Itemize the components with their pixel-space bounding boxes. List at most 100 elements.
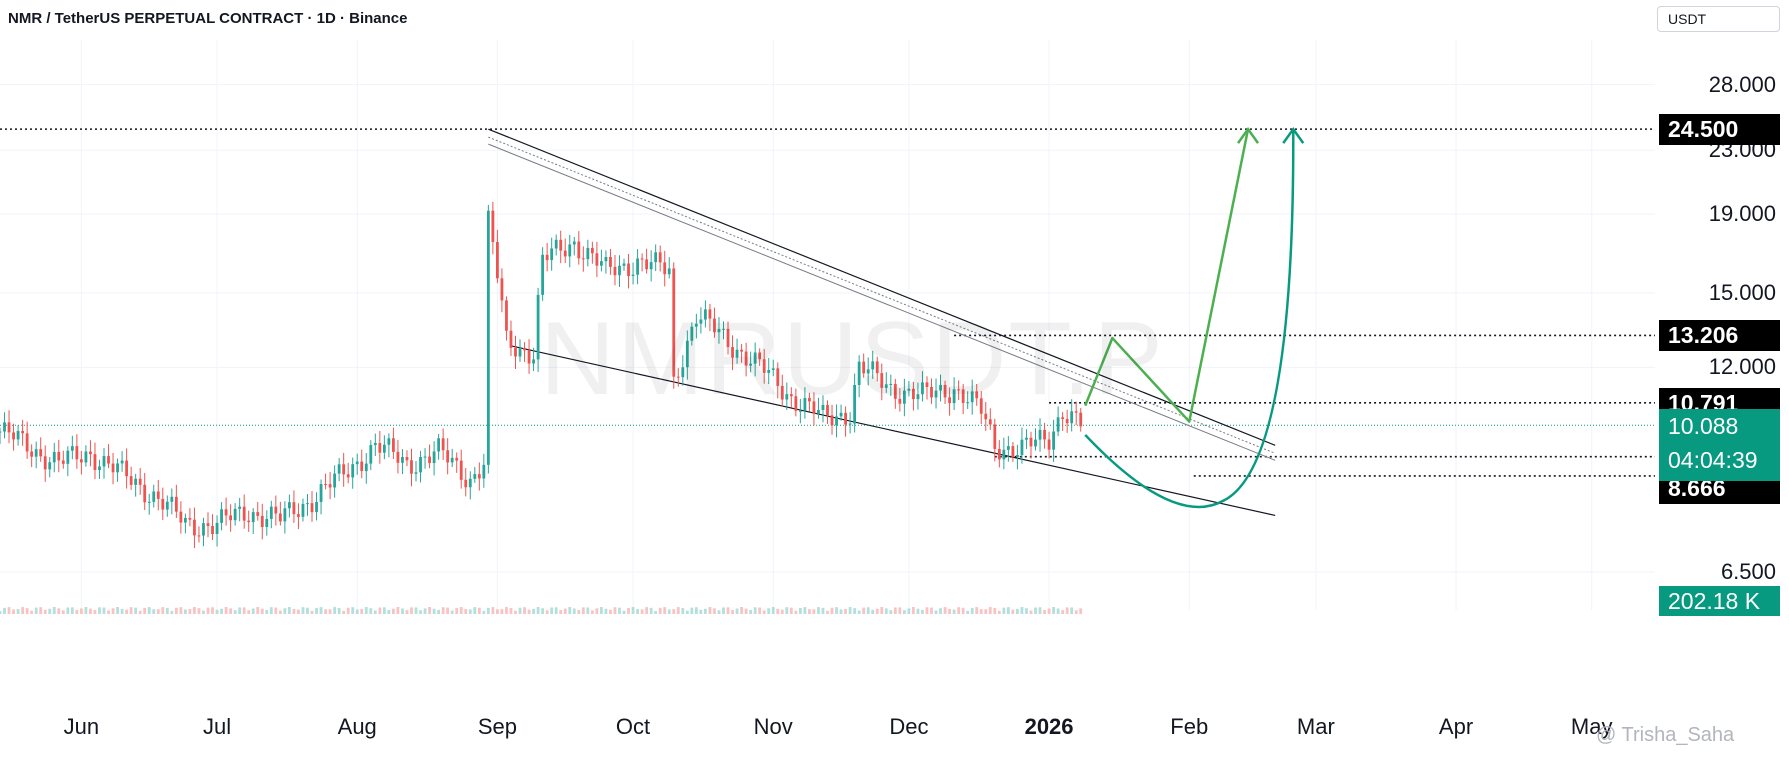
candle-body	[16, 430, 20, 440]
arrow-head	[1237, 126, 1260, 144]
volume-bar	[523, 607, 526, 614]
volume-bar	[559, 609, 563, 614]
time-tick-label: Oct	[615, 714, 651, 739]
volume-bar	[455, 608, 459, 614]
volume-bar	[505, 607, 508, 614]
volume-bar	[116, 607, 119, 614]
volume-bar	[753, 607, 757, 614]
volume-bar	[174, 607, 178, 614]
candle-body	[346, 474, 350, 478]
volume-bar	[685, 610, 689, 614]
volume-bar	[545, 610, 549, 614]
volume-bar	[862, 607, 866, 614]
candle-body	[536, 294, 540, 360]
candle-body	[726, 328, 730, 348]
candle-body	[654, 252, 658, 263]
volume-bar	[247, 610, 251, 614]
volume-bar	[957, 607, 961, 614]
candle-body	[1034, 439, 1037, 447]
volume-bar	[821, 607, 825, 614]
candle-body	[351, 464, 355, 478]
volume-bar	[631, 607, 635, 614]
candle-body	[1020, 439, 1024, 456]
volume-bar	[48, 608, 52, 614]
candle-body	[550, 248, 554, 261]
volume-bar	[785, 607, 789, 614]
volume-bar	[297, 609, 300, 614]
candle-body	[89, 451, 92, 455]
candle-body	[916, 394, 920, 400]
candle-body	[179, 511, 183, 523]
volume-bar	[907, 608, 911, 614]
candle-body	[134, 478, 138, 485]
candle-body	[514, 347, 517, 357]
candle-body	[61, 460, 65, 464]
candle-body	[1056, 417, 1060, 432]
candle-body	[948, 397, 951, 404]
volume-bar	[853, 608, 857, 614]
volume-bar	[568, 607, 572, 614]
candle-body	[1052, 431, 1055, 450]
symbol-watermark: NMRUSDT.P	[540, 301, 1165, 417]
candle-body	[785, 394, 789, 400]
candles	[0, 201, 1083, 548]
volume-bar	[532, 608, 535, 614]
volume-bar	[921, 609, 924, 614]
volume-bar	[993, 607, 997, 614]
volume-bar	[988, 607, 992, 614]
volume-bar	[206, 607, 210, 614]
candle-body	[70, 446, 74, 451]
candle-body	[826, 404, 829, 416]
volume-bars	[0, 607, 1083, 614]
volume-bar	[34, 607, 38, 614]
candle-body	[717, 328, 721, 333]
candle-body	[505, 300, 508, 331]
curve-path	[1084, 129, 1295, 509]
currency-selector[interactable]: USDT	[1657, 6, 1780, 32]
candle-body	[410, 460, 413, 474]
candle-body	[3, 422, 6, 432]
volume-bar	[554, 607, 558, 614]
candle-body	[12, 432, 15, 440]
candle-body	[84, 451, 88, 463]
time-tick-label: Aug	[337, 714, 377, 739]
volume-bar	[649, 607, 653, 614]
candle-body	[324, 484, 327, 486]
candle-body	[758, 352, 762, 360]
candle-body	[1038, 429, 1042, 440]
candle-body	[812, 401, 816, 414]
volume-bar	[699, 609, 703, 614]
candle-body	[297, 514, 300, 517]
candle-body	[419, 457, 422, 473]
candle-body	[835, 416, 838, 426]
candle-body	[704, 309, 707, 320]
candle-body	[672, 268, 676, 377]
volume-bar	[79, 608, 83, 614]
volume-bar	[880, 607, 884, 614]
volume-bar	[889, 610, 893, 614]
volume-bar	[808, 609, 811, 614]
volume-bar	[125, 609, 129, 614]
candle-body	[853, 384, 857, 424]
volume-bar	[57, 608, 61, 614]
candle-body	[66, 450, 70, 464]
candle-body	[749, 363, 753, 366]
candle-body	[500, 278, 504, 301]
candle-body	[278, 513, 282, 522]
volume-bar	[391, 608, 395, 614]
candle-body	[803, 398, 807, 411]
volume-bar	[378, 607, 382, 614]
volume-bar	[183, 609, 187, 614]
volume-bar	[550, 607, 554, 614]
volume-bar	[215, 609, 219, 614]
volume-bar	[925, 607, 929, 614]
volume-bar	[776, 608, 780, 614]
candle-body	[857, 361, 861, 385]
candle-body	[111, 463, 115, 473]
candle-body	[568, 244, 572, 257]
candle-body	[333, 473, 337, 488]
candle-body	[437, 438, 441, 452]
volume-bar	[441, 607, 445, 614]
candle-body	[690, 326, 694, 341]
